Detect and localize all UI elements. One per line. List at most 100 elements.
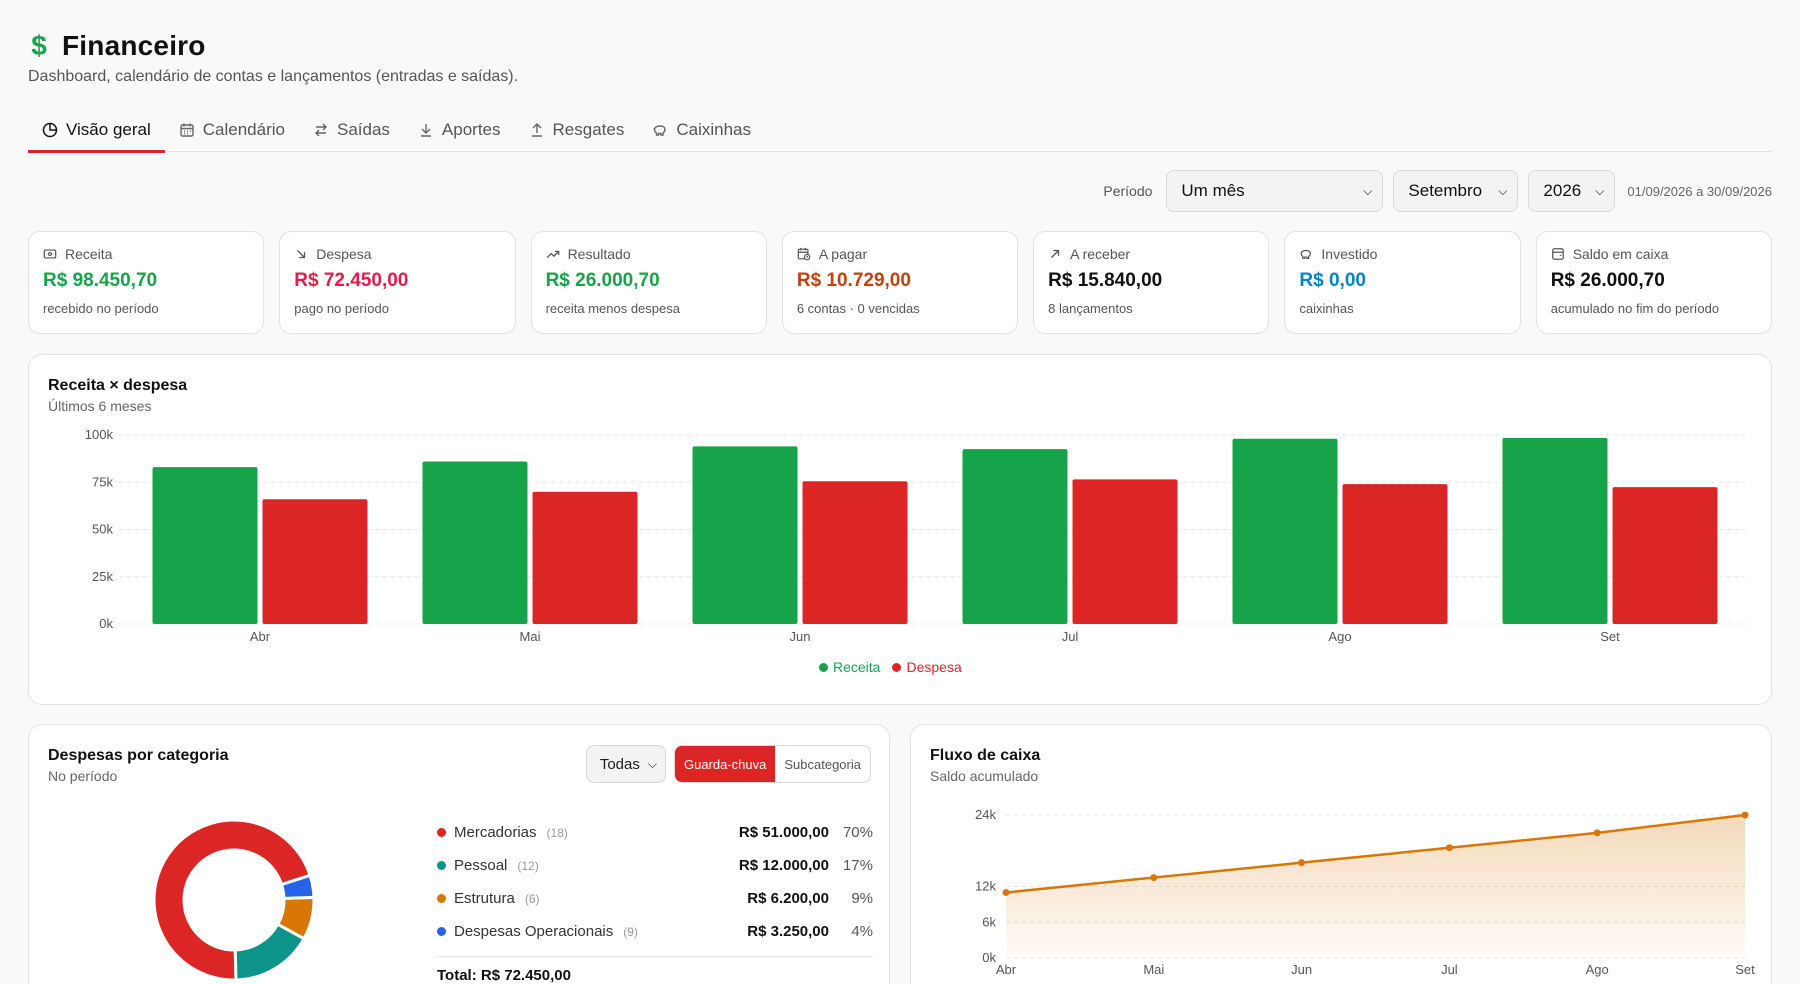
donut-slice: [233, 922, 307, 982]
kpi-value: R$ 72.450,00: [294, 270, 409, 291]
kpi-label: A receber: [1070, 246, 1131, 262]
kpi-card-resultado: Resultado R$ 26.000,70 receita menos des…: [530, 231, 767, 334]
x-tick-label: Mai: [1143, 962, 1164, 977]
tab-calendario[interactable]: Calendário: [165, 108, 299, 152]
period-mode-value: Um mês: [1181, 181, 1245, 200]
list-item[interactable]: Mercadorias (18) R$ 51.000,00 70%: [437, 816, 873, 849]
dollar-icon: $: [31, 30, 47, 61]
tab-aportes[interactable]: Aportes: [404, 108, 515, 152]
data-point: [1150, 874, 1158, 882]
tab-caixinhas[interactable]: Caixinhas: [638, 108, 765, 152]
kpi-label: Receita: [65, 246, 113, 262]
category-filter-select[interactable]: Todas ⌵: [585, 745, 666, 783]
x-tick-label: Set: [1735, 962, 1755, 977]
category-amount: R$ 51.000,00: [738, 824, 829, 841]
kpi-value: R$ 26.000,70: [1550, 270, 1665, 291]
bar-receita: [1232, 438, 1338, 624]
tab-label: Aportes: [441, 120, 501, 139]
chevron-down-icon: ⌵: [1363, 183, 1373, 198]
kpi-card-investido: Investido R$ 0,00 caixinhas: [1284, 231, 1521, 334]
kpi-card-saldo: Saldo em caixa R$ 26.000,70 acumulado no…: [1535, 231, 1772, 334]
kpi-value: R$ 98.450,70: [43, 270, 158, 291]
category-name: Estrutura: [454, 890, 515, 907]
donut-slice: [279, 873, 316, 900]
category-count: (18): [546, 825, 568, 840]
tab-saidas[interactable]: Saídas: [299, 108, 404, 152]
panel-subtitle: Saldo acumulado: [930, 768, 1039, 784]
period-mode-select[interactable]: Um mês ⌵: [1166, 170, 1384, 212]
wallet-icon: [43, 249, 57, 259]
tab-resgates[interactable]: Resgates: [515, 108, 639, 152]
legend-item-receita[interactable]: Receita: [819, 659, 880, 675]
kpi-note: recebido no período: [43, 301, 159, 316]
bar-receita: [962, 449, 1068, 624]
chevron-down-icon: ⌵: [647, 756, 657, 771]
category-dot: [437, 861, 446, 870]
list-item[interactable]: Despesas Operacionais (9) R$ 3.250,00 4%: [437, 915, 873, 948]
y-tick-label: 100k: [85, 427, 114, 442]
arrow-down-right-icon: [297, 250, 306, 259]
calendar-icon: [180, 123, 194, 137]
month-value: Setembro: [1408, 181, 1483, 200]
tab-label: Visão geral: [66, 120, 151, 139]
kpi-note: caixinhas: [1299, 301, 1354, 316]
category-pct: 9%: [851, 890, 873, 907]
kpi-label: A pagar: [818, 246, 868, 262]
x-tick-label: Ago: [1328, 629, 1351, 644]
x-tick-label: Jun: [790, 629, 811, 644]
legend-item-despesa[interactable]: Despesa: [892, 659, 962, 675]
arrow-up-right-icon: [1051, 249, 1060, 258]
segment-subcategoria[interactable]: Subcategoria: [784, 756, 861, 772]
panel-title: Fluxo de caixa: [930, 747, 1041, 764]
list-item[interactable]: Estrutura (6) R$ 6.200,00 9%: [437, 882, 873, 915]
data-point: [1002, 888, 1010, 896]
data-point: [1593, 829, 1601, 837]
kpi-cards: Receita R$ 98.450,70 recebido no período…: [28, 231, 1772, 334]
segment-guarda-chuva[interactable]: Guarda-chuva: [674, 746, 776, 782]
legend-dot: [892, 662, 902, 672]
category-count: (12): [517, 858, 539, 873]
data-point: [1741, 811, 1749, 819]
bar-chart: 0k 25k 50k 75k 100k Abr Mai Jun Jul Ago Set: [85, 427, 1745, 644]
month-select[interactable]: Setembro ⌵: [1393, 170, 1519, 212]
y-tick-label: 75k: [92, 474, 113, 489]
donut-slice: [152, 818, 312, 982]
area-fill: [1006, 815, 1745, 958]
kpi-card-receita: Receita R$ 98.450,70 recebido no período: [28, 231, 265, 334]
legend-dot: [819, 662, 828, 672]
kpi-note: 6 contas · 0 vencidas: [796, 301, 920, 316]
kpi-note: acumulado no fim do período: [1550, 301, 1720, 316]
piggy-bank-icon: [1300, 249, 1312, 259]
panel-title: Despesas por categoria: [48, 747, 229, 764]
kpi-value: R$ 26.000,70: [545, 270, 660, 291]
panel-subtitle: No período: [48, 768, 118, 784]
category-amount: R$ 6.200,00: [747, 890, 829, 907]
x-tick-label: Mai: [520, 629, 541, 644]
y-tick-label: 24k: [975, 807, 996, 822]
x-tick-label: Abr: [996, 962, 1017, 977]
period-range: 01/09/2026 a 30/09/2026: [1627, 183, 1772, 199]
chevron-down-icon: ⌵: [1595, 183, 1605, 198]
tab-visao-geral[interactable]: Visão geral: [28, 108, 165, 153]
year-select[interactable]: 2026 ⌵: [1528, 170, 1616, 212]
panel-subtitle: Últimos 6 meses: [48, 398, 152, 414]
tab-label: Calendário: [202, 120, 285, 139]
data-point: [1298, 859, 1306, 867]
category-total: Total: R$ 72.450,00: [437, 956, 873, 984]
data-point: [1445, 844, 1453, 852]
tab-bar: Visão geral Calendário Saídas Aportes Re…: [28, 108, 1772, 153]
donut-slice: [275, 895, 316, 941]
pie-chart-icon: [42, 122, 58, 138]
trending-up-icon: [546, 250, 559, 258]
tab-label: Saídas: [336, 120, 390, 139]
bar-despesa: [802, 481, 908, 624]
category-amount: R$ 12.000,00: [738, 857, 829, 874]
area-chart: 0k 6k 12k 24k Abr Mai Jun Jul Ago Set: [975, 807, 1755, 977]
bar-receita: [692, 446, 798, 624]
category-dot: [437, 894, 446, 903]
piggy-bank-icon: [653, 125, 667, 136]
category-count: (9): [623, 924, 638, 939]
list-item[interactable]: Pessoal (12) R$ 12.000,00 17%: [437, 849, 873, 882]
chevron-down-icon: ⌵: [1498, 183, 1508, 198]
download-icon: [420, 124, 431, 137]
